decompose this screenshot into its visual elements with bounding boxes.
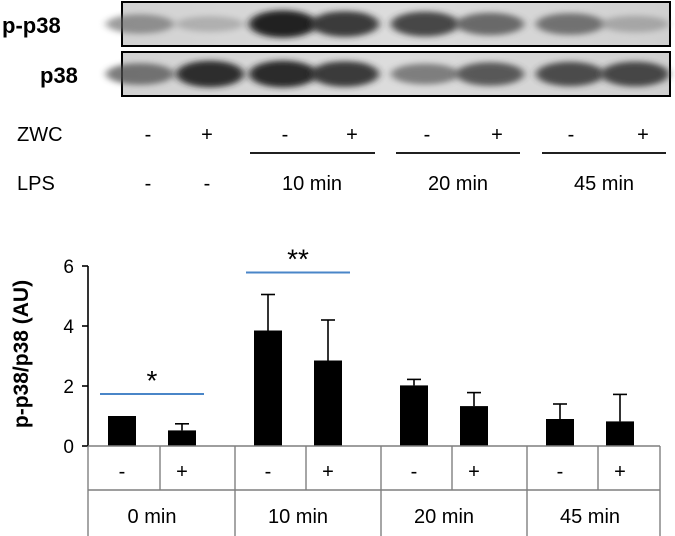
bar xyxy=(460,406,488,446)
blot-band xyxy=(601,61,669,87)
bar xyxy=(314,360,342,446)
bar xyxy=(168,430,196,446)
bar xyxy=(546,419,574,446)
blot-band xyxy=(601,15,669,33)
lps-value-lane2: - xyxy=(204,173,211,195)
bar xyxy=(606,421,634,446)
zwc-value: + xyxy=(201,124,213,146)
y-tick-label: 2 xyxy=(63,377,74,398)
significance-markers: *** xyxy=(100,244,350,396)
lps-value-10min: 10 min xyxy=(282,173,342,195)
zwc-value: - xyxy=(282,124,289,146)
blot-band xyxy=(311,11,379,37)
lps-value-20min: 20 min xyxy=(428,173,488,195)
zwc-row: - + - + - + - + xyxy=(145,124,649,146)
blot-band xyxy=(249,60,317,88)
x-zwc-label: + xyxy=(468,461,480,483)
zwc-value: - xyxy=(568,124,575,146)
x-group-label: 10 min xyxy=(268,506,328,528)
x-zwc-label: - xyxy=(265,461,272,483)
blot-band xyxy=(106,63,174,85)
bar xyxy=(400,385,428,446)
zwc-value: + xyxy=(346,124,358,146)
x-category-table: - + - + - + - +0 min 10 min 20 min 45 min xyxy=(87,445,661,536)
blot-band xyxy=(391,11,459,37)
blot-label-p38: p38 xyxy=(40,63,78,88)
significance-label: ** xyxy=(287,244,309,275)
blot-panel-p-p38 xyxy=(106,1,671,47)
y-tick-label: 0 xyxy=(63,437,74,458)
blot-band xyxy=(176,16,244,32)
zwc-value: + xyxy=(637,124,649,146)
x-group-label: 20 min xyxy=(414,506,474,528)
blot-band xyxy=(536,13,604,35)
zwc-row-label: ZWC xyxy=(17,124,63,146)
bars xyxy=(108,330,634,446)
y-tick-label: 6 xyxy=(63,257,74,278)
blot-band xyxy=(456,12,524,36)
y-axis: 0 2 4 6 xyxy=(63,257,89,458)
x-zwc-label: + xyxy=(322,461,334,483)
bar xyxy=(254,330,282,446)
lps-value-lane1: - xyxy=(145,173,152,195)
x-zwc-label: - xyxy=(411,461,418,483)
lps-value-45min: 45 min xyxy=(574,173,634,195)
y-tick-label: 4 xyxy=(63,317,74,338)
blot-band xyxy=(391,63,459,85)
error-bars xyxy=(175,293,627,431)
zwc-value: - xyxy=(145,124,152,146)
zwc-value: + xyxy=(491,124,503,146)
x-zwc-label: + xyxy=(614,461,626,483)
significance-label: * xyxy=(147,365,158,396)
blot-band xyxy=(106,14,174,34)
lps-row: - - 10 min 20 min 45 min xyxy=(145,173,634,195)
y-axis-title: p-p38/p38 (AU) xyxy=(10,280,33,428)
bar xyxy=(108,416,136,446)
blot-band xyxy=(311,61,379,87)
x-group-label: 45 min xyxy=(560,506,620,528)
zwc-value: - xyxy=(424,124,431,146)
x-group-label: 0 min xyxy=(128,506,177,528)
blot-band xyxy=(456,62,524,86)
lps-row-label: LPS xyxy=(17,173,55,195)
blot-band xyxy=(536,61,604,87)
blot-label-p-p38: p-p38 xyxy=(2,13,61,38)
bands-p-p38 xyxy=(106,10,669,38)
blot-band xyxy=(249,10,317,38)
blot-band xyxy=(176,60,244,88)
x-zwc-label: - xyxy=(119,461,126,483)
x-zwc-label: + xyxy=(176,461,188,483)
bands-p38 xyxy=(106,60,669,88)
x-zwc-label: - xyxy=(557,461,564,483)
blot-panel-p38 xyxy=(106,51,671,97)
